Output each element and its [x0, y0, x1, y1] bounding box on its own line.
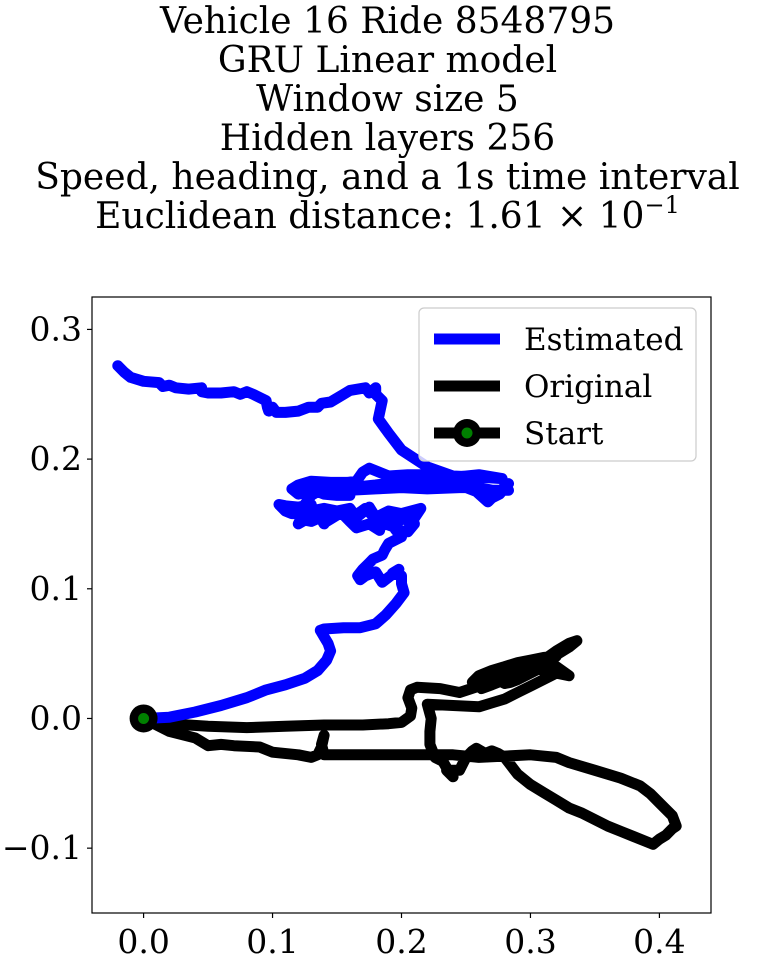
legend: Estimated Original Start [418, 307, 697, 462]
axes-layer: 0.0 0.1 0.2 0.3 0.4 −0.1 0.0 0.1 0.2 0.3 [2, 309, 686, 959]
x-tick-label: 0.3 [504, 922, 556, 959]
x-tick-label: 0.0 [117, 922, 169, 959]
title-line-1: Vehicle 16 Ride 8548795 [159, 1, 616, 42]
y-tick-label: 0.2 [30, 439, 82, 478]
title-line-3: Window size 5 [256, 79, 519, 120]
y-tick-label: 0.3 [30, 309, 82, 348]
series-estimated-line [112, 360, 514, 724]
series-layer [112, 360, 682, 850]
y-tick-label: −0.1 [2, 828, 82, 867]
legend-start-marker-inner [461, 427, 473, 439]
start-marker-inner [138, 712, 150, 724]
distance-times: × 10 [545, 196, 645, 237]
euclidean-distance-line: Euclidean distance: 1.61 × 10−1 [0, 193, 775, 237]
y-tick-label: 0.1 [30, 569, 82, 608]
distance-label: Euclidean distance: [95, 196, 466, 237]
x-tick-label: 0.2 [375, 922, 427, 959]
legend-box [418, 307, 697, 462]
title-line-5: Speed, heading, and a 1s time interval [35, 157, 740, 198]
legend-label-start: Start [524, 416, 604, 452]
distance-exponent: −1 [644, 191, 680, 219]
chart-title: Vehicle 16 Ride 8548795 GRU Linear model… [0, 2, 775, 236]
x-tick-label: 0.4 [633, 922, 685, 959]
title-line-2: GRU Linear model [217, 40, 558, 81]
legend-label-original: Original [524, 369, 652, 405]
title-line-4: Hidden layers 256 [219, 118, 556, 159]
y-tick-label: 0.0 [30, 698, 82, 737]
x-tick-label: 0.1 [246, 922, 298, 959]
series-original-line [138, 635, 682, 850]
legend-label-estimated: Estimated [524, 322, 683, 358]
distance-mantissa: 1.61 [465, 196, 546, 237]
